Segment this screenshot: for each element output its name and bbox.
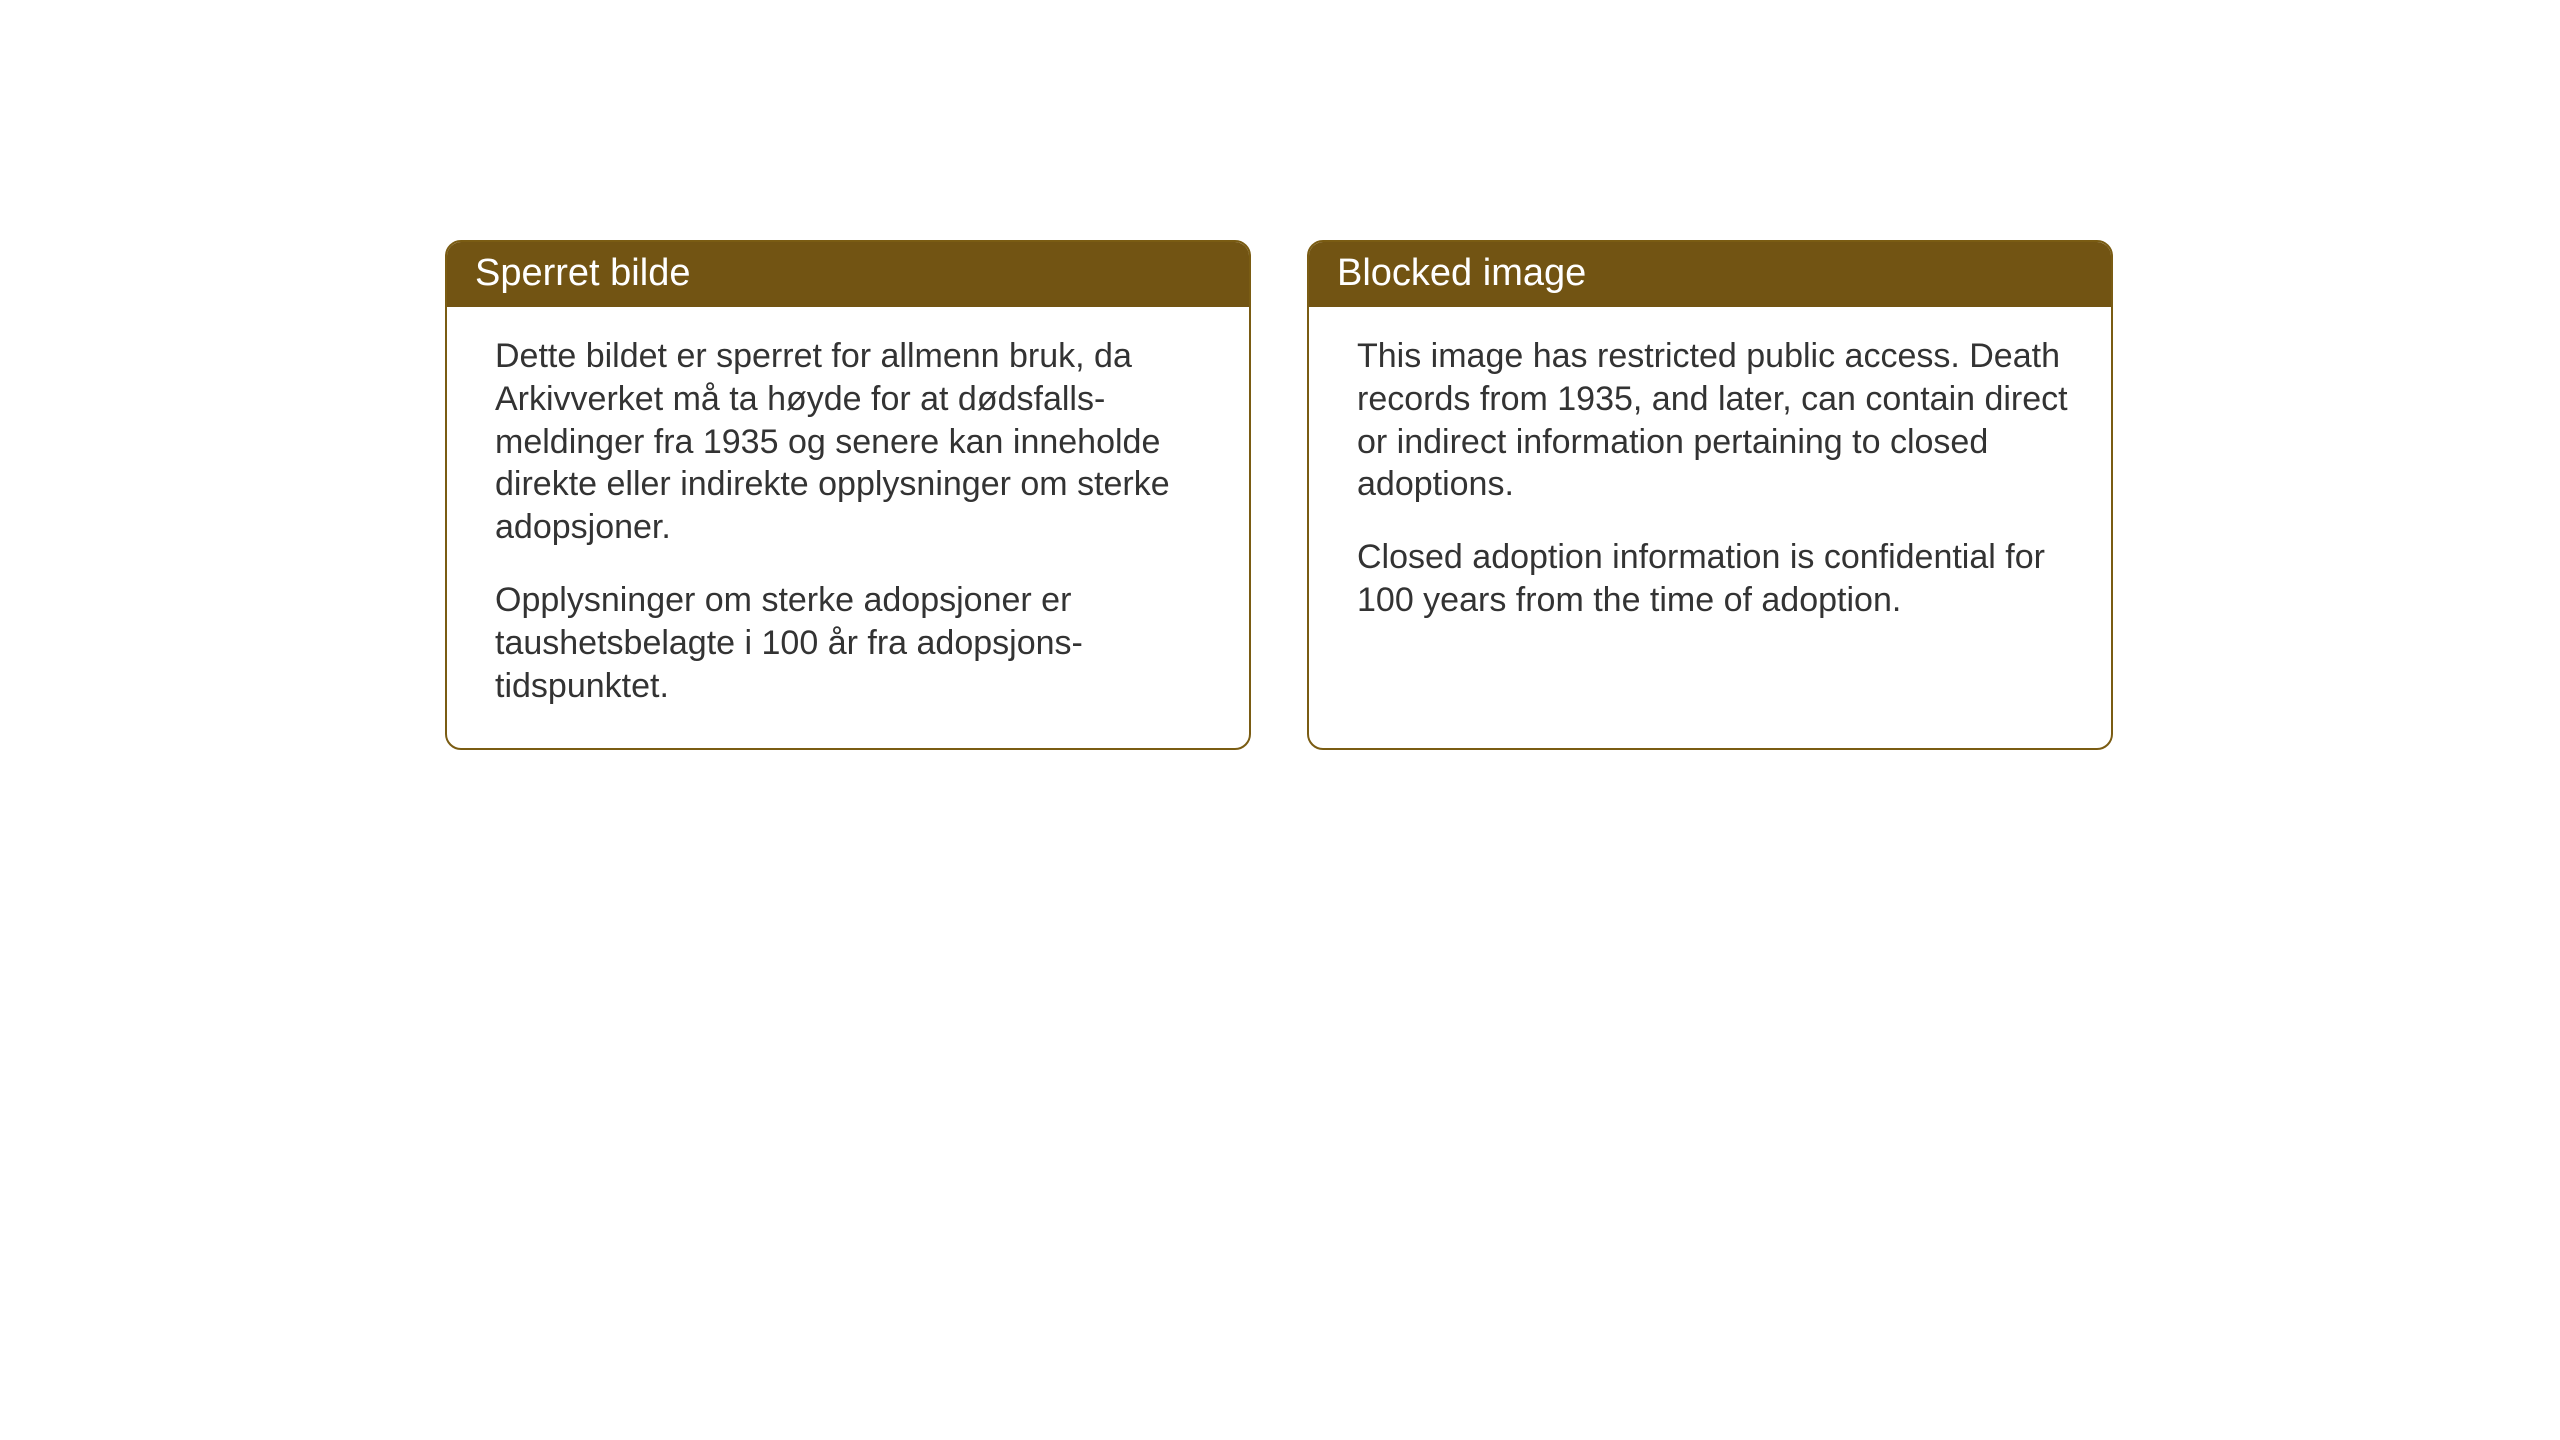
card-body-english: This image has restricted public access.… xyxy=(1309,307,2111,662)
card-body-norwegian: Dette bildet er sperret for allmenn bruk… xyxy=(447,307,1249,748)
card-header-english: Blocked image xyxy=(1309,242,2111,307)
notice-card-english: Blocked image This image has restricted … xyxy=(1307,240,2113,750)
notice-card-norwegian: Sperret bilde Dette bildet er sperret fo… xyxy=(445,240,1251,750)
card-paragraph-2-norwegian: Opplysninger om sterke adopsjoner er tau… xyxy=(495,579,1209,707)
notice-container: Sperret bilde Dette bildet er sperret fo… xyxy=(445,240,2113,750)
card-title-norwegian: Sperret bilde xyxy=(475,252,690,294)
card-paragraph-1-norwegian: Dette bildet er sperret for allmenn bruk… xyxy=(495,335,1209,549)
card-header-norwegian: Sperret bilde xyxy=(447,242,1249,307)
card-paragraph-2-english: Closed adoption information is confident… xyxy=(1357,536,2071,622)
card-title-english: Blocked image xyxy=(1337,252,1586,294)
card-paragraph-1-english: This image has restricted public access.… xyxy=(1357,335,2071,506)
